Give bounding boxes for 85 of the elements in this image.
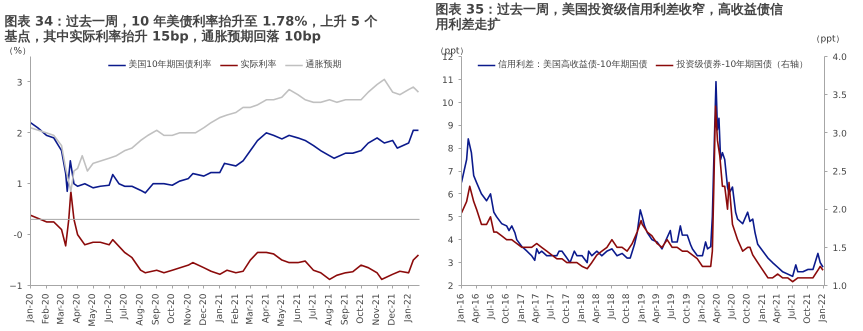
y-tick-label: -0 [14,231,23,242]
x-tick-label: Apr-20 [72,293,83,324]
x-tick-label: Aug-21 [324,293,334,326]
y-axis-title: （%） [4,46,32,56]
x-tick-label: Jan-17 [516,293,527,324]
y-tick-label: 11 [442,76,454,86]
x-tick-label: Jul-21 [788,293,798,320]
y2-tick-label: 4.0 [832,53,848,63]
x-tick-label: Jul-16 [486,293,497,320]
x-tick-label: Jan-19 [637,293,648,324]
x-tick-label: May-20 [88,293,98,327]
chart-title: 图表 34：过去一周，10 年美债利率抬升至 1.78%，上升 5 个基点，其中实际利率抬升 15bp，通胀预期回落 10bp [4,14,378,44]
y2-tick-label: 2.0 [832,206,848,216]
x-tick-label: Apr-17 [532,293,542,324]
y2-tick-label: 2.5 [832,168,847,178]
line-series [30,122,420,194]
x-tick-label: Jun-20 [104,293,114,324]
x-tick-label: Mar-20 [56,293,67,325]
y2-tick-label: 3.0 [832,129,848,140]
x-tick-label: Jul-18 [606,293,617,320]
x-tick-label: Apr-16 [472,293,482,324]
line-series [30,78,420,192]
y2-tick-label: 3.5 [832,91,847,102]
y-tick-label: 9 [448,122,454,132]
x-tick-label: Aug-20 [136,293,146,326]
x-tick-label: Oct-19 [682,293,692,324]
y-tick-label: 7 [448,168,454,178]
x-tick-label: Mar-21 [245,293,256,325]
x-tick-label: Nov-20 [183,293,194,326]
y-tick-label: −1 [9,282,23,292]
x-tick-label: Oct-18 [622,293,632,324]
y-tick-label: 3 [448,259,454,270]
x-tick-label: Sep-20 [152,293,162,326]
x-tick-label: Jan-18 [577,293,588,324]
x-tick-label: Jan-21 [214,293,225,324]
y-tick-label: 10 [442,98,454,109]
legend-label: 信用利差：美国高收益债-10年期国债 [498,58,648,71]
x-tick-label: Jan-22 [818,293,828,324]
x-tick-label: Jul-21 [308,293,318,320]
y-tick-label: 1 [16,180,23,190]
x-tick-label: Apr-20 [712,293,722,324]
x-tick-label: Sep-21 [340,293,351,326]
x-tick-label: Jan-21 [758,293,768,324]
x-tick-label: Oct-21 [802,293,813,324]
x-tick-label: Jul-19 [667,293,678,320]
line-series [30,190,420,280]
legend-label: 实际利率 [240,58,277,71]
legend-label: 投资级债券-10年期国债（右轴） [676,58,808,71]
x-tick-label: Oct-20 [167,293,178,324]
x-tick-label: Oct-16 [502,293,512,324]
chart-title: 图表 35：过去一周，美国投资级信用利差收窄，高收益债信用利差走扩 [434,2,784,32]
x-tick-label: Oct-21 [356,293,366,324]
x-tick-label: Apr-18 [592,293,602,324]
y-tick-label: 8 [448,144,454,155]
x-tick-label: Apr-19 [652,293,662,324]
legend-label: 美国10年期国债利率 [128,58,212,71]
y2-tick-label: 1.5 [832,244,847,254]
y-tick-label: 2 [16,129,23,140]
legend-label: 通胀预期 [306,58,342,71]
x-tick-label: Feb-21 [230,293,241,324]
y-tick-label: 3 [16,78,23,88]
x-tick-label: Jun-21 [292,293,303,324]
x-tick-label: Jan-20 [26,293,36,324]
x-tick-label: Jan-20 [697,293,708,324]
y2-tick-label: 1.0 [832,282,848,292]
x-tick-label: May-21 [276,293,287,327]
x-tick-label: Apr-21 [261,293,272,324]
x-tick-label: Oct-17 [562,293,572,324]
y-tick-label: 4 [448,236,454,246]
x-tick-label: Dec-21 [388,293,398,326]
x-tick-label: Jan-22 [404,293,414,324]
y-tick-label: 5 [448,213,454,224]
y2-axis-title: （ppt） [812,34,845,44]
x-tick-label: Jan-16 [456,293,466,324]
x-tick-label: Apr-21 [772,293,783,324]
x-tick-label: Jul-17 [546,293,557,320]
x-tick-label: Oct-20 [742,293,753,324]
x-tick-label: Jul-20 [727,293,738,320]
x-tick-label: Dec-20 [198,293,209,326]
x-tick-label: Nov-21 [372,293,382,326]
y-tick-label: 6 [448,190,454,200]
x-tick-label: Jul-20 [120,293,130,320]
y-tick-label: 12 [442,53,454,63]
y-tick-label: 2 [448,282,454,292]
x-tick-label: Feb-20 [42,293,52,324]
